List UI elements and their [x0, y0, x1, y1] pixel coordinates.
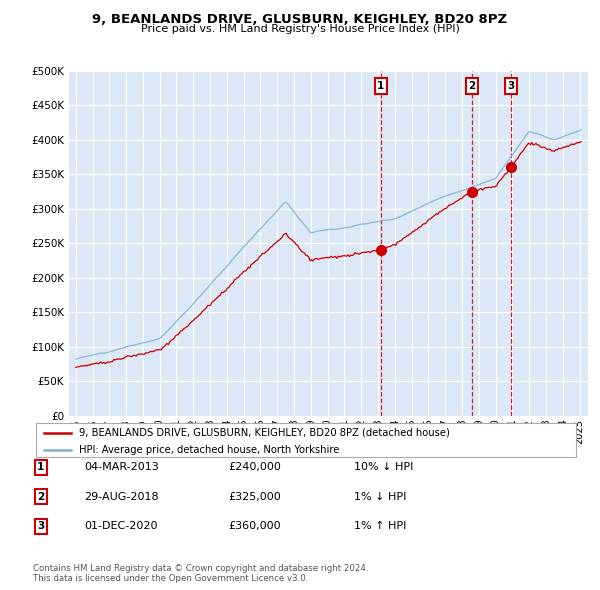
Text: 04-MAR-2013: 04-MAR-2013: [84, 463, 159, 472]
Text: HPI: Average price, detached house, North Yorkshire: HPI: Average price, detached house, Nort…: [79, 445, 340, 455]
Text: 1: 1: [37, 463, 44, 472]
Text: 3: 3: [508, 81, 515, 91]
Text: 10% ↓ HPI: 10% ↓ HPI: [354, 463, 413, 472]
Text: 2: 2: [468, 81, 475, 91]
Text: 3: 3: [37, 522, 44, 531]
Text: 1: 1: [377, 81, 385, 91]
Text: 9, BEANLANDS DRIVE, GLUSBURN, KEIGHLEY, BD20 8PZ (detached house): 9, BEANLANDS DRIVE, GLUSBURN, KEIGHLEY, …: [79, 428, 450, 438]
Text: Contains HM Land Registry data © Crown copyright and database right 2024.
This d: Contains HM Land Registry data © Crown c…: [33, 563, 368, 583]
Text: 29-AUG-2018: 29-AUG-2018: [84, 492, 158, 502]
Text: 1% ↑ HPI: 1% ↑ HPI: [354, 522, 406, 531]
Text: £360,000: £360,000: [228, 522, 281, 531]
Text: £325,000: £325,000: [228, 492, 281, 502]
Text: 9, BEANLANDS DRIVE, GLUSBURN, KEIGHLEY, BD20 8PZ: 9, BEANLANDS DRIVE, GLUSBURN, KEIGHLEY, …: [92, 13, 508, 26]
Text: Price paid vs. HM Land Registry's House Price Index (HPI): Price paid vs. HM Land Registry's House …: [140, 24, 460, 34]
Text: 1% ↓ HPI: 1% ↓ HPI: [354, 492, 406, 502]
Text: 01-DEC-2020: 01-DEC-2020: [84, 522, 157, 531]
Text: 2: 2: [37, 492, 44, 502]
Text: £240,000: £240,000: [228, 463, 281, 472]
